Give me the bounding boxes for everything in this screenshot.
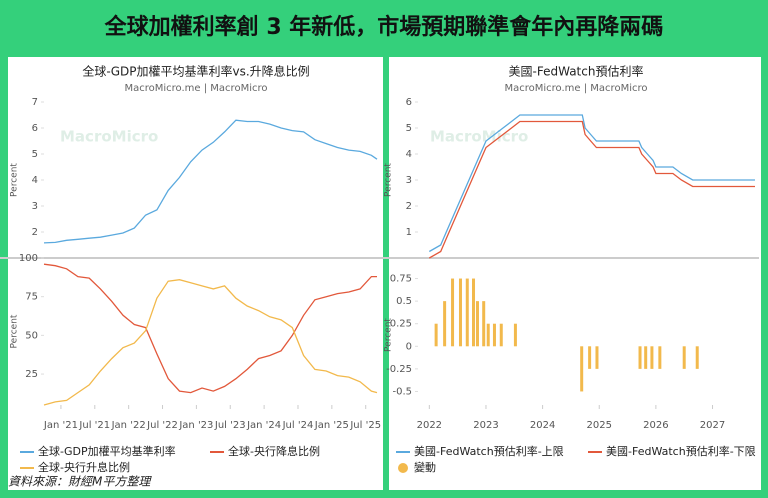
legend-label: 變動	[414, 460, 436, 474]
line	[43, 279, 378, 406]
x-tick-label: Jul '21	[78, 420, 110, 431]
y-tick-label: 1	[406, 227, 412, 238]
x-tick-label: 2025	[587, 420, 612, 431]
y-tick-label: 100	[19, 253, 38, 264]
x-tick-label: Jan '25	[314, 420, 349, 431]
y-tick-label: 0.75	[390, 274, 412, 285]
y-tick-label: 2	[32, 227, 38, 238]
bar	[458, 278, 462, 347]
line	[428, 114, 755, 253]
legend-label: 美國-FedWatch預估利率-上限	[414, 444, 564, 458]
chart-subtitle: MacroMicro.me | MacroMicro	[125, 83, 268, 94]
bar	[486, 323, 490, 347]
legend-label: 美國-FedWatch預估利率-下限	[606, 444, 756, 458]
x-tick-label: Jul '22	[146, 420, 178, 431]
bar	[492, 323, 496, 347]
bar	[682, 346, 686, 369]
x-tick-label: Jan '21	[43, 420, 78, 431]
y-tick-label: 0	[406, 341, 412, 352]
bar	[695, 346, 699, 369]
watermark: MacroMicro	[430, 128, 528, 146]
y-tick-label: -0.25	[386, 364, 412, 375]
chart-subtitle: MacroMicro.me | MacroMicro	[505, 83, 648, 94]
x-tick-label: Jan '22	[111, 420, 146, 431]
x-tick-label: 2022	[417, 420, 442, 431]
x-tick-label: Jul '23	[214, 420, 246, 431]
panel	[8, 57, 383, 490]
x-tick-label: Jan '23	[178, 420, 213, 431]
x-tick-label: Jul '24	[282, 420, 314, 431]
bar	[650, 346, 654, 369]
x-tick-label: 2026	[643, 420, 668, 431]
chart-title: 全球-GDP加權平均基準利率vs.升降息比例	[82, 64, 309, 79]
legend-swatch	[398, 463, 408, 473]
source: 資料來源：財經M平方整理	[8, 475, 152, 489]
y-tick-label: 25	[25, 369, 38, 380]
bar	[638, 346, 642, 369]
bar	[451, 278, 455, 347]
line	[43, 119, 378, 244]
y-tick-label: 2	[406, 201, 412, 212]
bar	[434, 323, 438, 347]
bar	[513, 323, 517, 347]
legend-label: 全球-央行升息比例	[38, 460, 130, 474]
bar	[658, 346, 662, 369]
y-tick-label: 50	[25, 330, 38, 341]
x-tick-label: 2024	[530, 420, 555, 431]
y-tick-label: 6	[406, 97, 412, 108]
x-tick-label: 2023	[473, 420, 498, 431]
panel	[389, 57, 761, 490]
y-tick-label: 3	[406, 175, 412, 186]
y-tick-label: 3	[32, 201, 38, 212]
bar	[475, 301, 479, 347]
x-tick-label: 2027	[700, 420, 725, 431]
legend-label: 全球-GDP加權平均基準利率	[38, 444, 176, 458]
bar	[482, 301, 486, 347]
y-axis-label: Percent	[10, 163, 20, 197]
bar	[465, 278, 469, 347]
bar	[595, 346, 599, 369]
y-tick-label: 4	[406, 149, 412, 160]
y-tick-label: 6	[32, 123, 38, 134]
legend-label: 全球-央行降息比例	[228, 444, 320, 458]
bar	[499, 323, 503, 347]
y-tick-label: 4	[32, 175, 38, 186]
line	[428, 120, 755, 259]
y-axis-label: Percent	[384, 318, 394, 352]
x-tick-label: Jan '24	[246, 420, 281, 431]
y-axis-label: Percent	[384, 163, 394, 197]
y-tick-label: 5	[32, 149, 38, 160]
watermark: MacroMicro	[60, 128, 158, 146]
y-tick-label: 0.25	[390, 319, 412, 330]
bar	[443, 301, 447, 347]
bar	[472, 278, 476, 347]
y-axis-label: Percent	[10, 314, 20, 348]
bar	[644, 346, 648, 369]
bar	[588, 346, 592, 369]
bar	[580, 346, 584, 392]
page-title: 全球加權利率創 3 年新低，市場預期聯準會年內再降兩碼	[104, 15, 664, 40]
chart-title: 美國-FedWatch預估利率	[509, 64, 644, 79]
y-tick-label: 0.5	[396, 296, 412, 307]
y-tick-label: 7	[32, 97, 38, 108]
y-tick-label: -0.5	[392, 386, 412, 397]
x-tick-label: Jul '25	[349, 420, 381, 431]
line	[43, 263, 377, 394]
y-tick-label: 5	[406, 123, 412, 134]
y-tick-label: 75	[25, 292, 38, 303]
